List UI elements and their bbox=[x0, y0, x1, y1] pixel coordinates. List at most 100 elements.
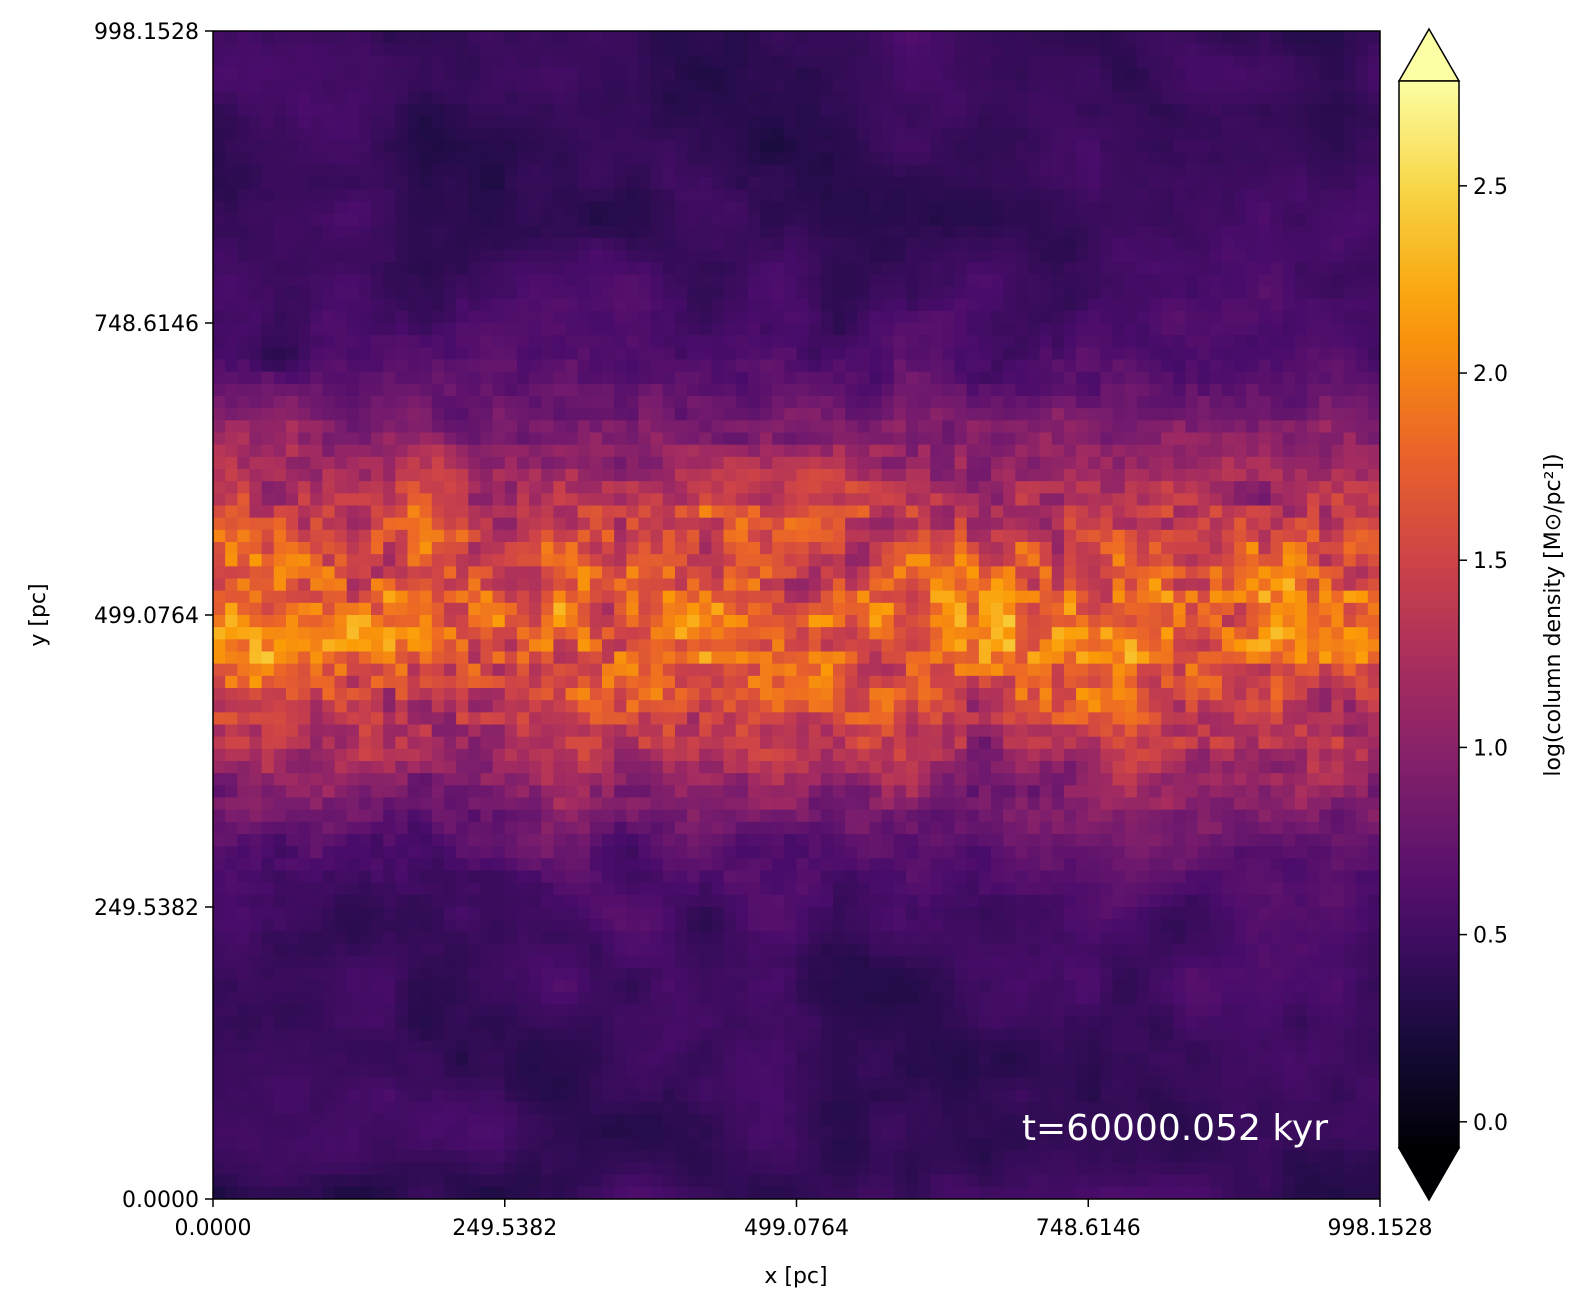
heatmap-cell bbox=[213, 444, 226, 458]
heatmap-cell bbox=[273, 396, 287, 409]
heatmap-cell bbox=[1355, 104, 1369, 117]
heatmap-cell bbox=[298, 310, 311, 324]
heatmap-cell bbox=[699, 542, 713, 555]
heatmap-cell bbox=[261, 225, 275, 239]
heatmap-cell bbox=[1331, 225, 1345, 239]
heatmap-cell bbox=[395, 31, 409, 44]
heatmap-cell bbox=[650, 237, 664, 251]
heatmap-cell bbox=[1343, 140, 1357, 154]
heatmap-cell bbox=[225, 359, 238, 373]
heatmap-cell bbox=[1307, 347, 1320, 361]
heatmap-cell bbox=[1343, 456, 1357, 470]
heatmap-cell bbox=[954, 420, 968, 434]
heatmap-cell bbox=[565, 566, 579, 580]
heatmap-cell bbox=[334, 104, 348, 117]
heatmap-cell bbox=[1355, 213, 1369, 227]
heatmap-cell bbox=[1003, 578, 1016, 592]
heatmap-cell bbox=[735, 566, 749, 580]
heatmap-cell bbox=[1282, 359, 1296, 373]
heatmap-cell bbox=[1270, 262, 1284, 275]
heatmap-cell bbox=[1039, 651, 1053, 665]
heatmap-cell bbox=[602, 335, 615, 348]
heatmap-cell bbox=[1343, 347, 1357, 361]
heatmap-cell bbox=[1124, 529, 1138, 543]
heatmap-cell bbox=[991, 517, 1004, 531]
heatmap-cell bbox=[1234, 371, 1247, 385]
heatmap-cell bbox=[930, 347, 943, 361]
heatmap-cell bbox=[1100, 128, 1114, 142]
heatmap-cell bbox=[322, 408, 336, 421]
heatmap-cell bbox=[1100, 383, 1114, 397]
heatmap-cell bbox=[346, 225, 360, 239]
heatmap-cell bbox=[1149, 67, 1162, 81]
heatmap-cell bbox=[614, 310, 627, 324]
heatmap-cell bbox=[735, 164, 749, 178]
heatmap-cell bbox=[650, 116, 664, 129]
heatmap-cell bbox=[1136, 31, 1150, 44]
heatmap-cell bbox=[1063, 104, 1077, 117]
heatmap-cell bbox=[334, 554, 348, 567]
heatmap-cell bbox=[419, 189, 433, 202]
heatmap-cell bbox=[529, 554, 542, 567]
heatmap-cell bbox=[322, 456, 336, 470]
heatmap-cell bbox=[1088, 213, 1102, 227]
heatmap-cell bbox=[1003, 79, 1016, 93]
heatmap-cell bbox=[638, 517, 652, 531]
heatmap-cell bbox=[930, 164, 943, 178]
heatmap-cell bbox=[480, 225, 494, 239]
heatmap-cell bbox=[1112, 554, 1126, 567]
heatmap-cell bbox=[772, 177, 785, 190]
heatmap-cell bbox=[468, 493, 482, 507]
heatmap-cell bbox=[273, 237, 287, 251]
heatmap-cell bbox=[504, 542, 518, 555]
heatmap-cell bbox=[626, 237, 640, 251]
heatmap-cell bbox=[456, 542, 469, 555]
heatmap-cell bbox=[1294, 286, 1308, 300]
heatmap-cell bbox=[1367, 651, 1380, 665]
heatmap-cell bbox=[1197, 237, 1211, 251]
heatmap-cell bbox=[772, 31, 785, 44]
heatmap-cell bbox=[322, 225, 336, 239]
heatmap-cell bbox=[395, 104, 409, 117]
heatmap-cell bbox=[298, 432, 311, 446]
heatmap-cell bbox=[930, 225, 943, 239]
heatmap-cell bbox=[808, 201, 822, 215]
heatmap-cell bbox=[638, 627, 652, 640]
heatmap-cell bbox=[589, 310, 603, 324]
heatmap-cell bbox=[1161, 383, 1174, 397]
heatmap-cell bbox=[699, 323, 713, 336]
heatmap-cell bbox=[1076, 335, 1089, 348]
heatmap-cell bbox=[966, 128, 980, 142]
heatmap-cell bbox=[577, 323, 591, 336]
heatmap-cell bbox=[1294, 529, 1308, 543]
heatmap-cell bbox=[650, 602, 664, 616]
heatmap-cell bbox=[602, 91, 615, 105]
heatmap-cell bbox=[249, 116, 263, 129]
heatmap-cell bbox=[662, 225, 676, 239]
heatmap-cell bbox=[480, 651, 494, 665]
heatmap-cell bbox=[237, 201, 251, 215]
heatmap-cell bbox=[1197, 177, 1211, 190]
heatmap-cell bbox=[954, 140, 968, 154]
heatmap-cell bbox=[504, 335, 518, 348]
heatmap-cell bbox=[808, 91, 822, 105]
heatmap-cell bbox=[614, 554, 627, 567]
heatmap-cell bbox=[1234, 140, 1247, 154]
heatmap-cell bbox=[358, 310, 372, 324]
heatmap-cell bbox=[443, 298, 457, 312]
heatmap-cell bbox=[1161, 140, 1174, 154]
heatmap-cell bbox=[1355, 323, 1369, 336]
heatmap-cell bbox=[1100, 639, 1114, 653]
heatmap-cell bbox=[930, 432, 943, 446]
heatmap-cell bbox=[638, 43, 652, 56]
heatmap-cell bbox=[1294, 578, 1308, 592]
heatmap-cell bbox=[699, 554, 713, 567]
heatmap-cell bbox=[1076, 128, 1089, 142]
heatmap-cell bbox=[1367, 408, 1380, 421]
heatmap-cell bbox=[808, 164, 822, 178]
heatmap-cell bbox=[602, 432, 615, 446]
heatmap-cell bbox=[249, 396, 263, 409]
heatmap-cell bbox=[456, 213, 469, 227]
heatmap-cell bbox=[905, 128, 919, 142]
heatmap-cell bbox=[480, 590, 494, 604]
